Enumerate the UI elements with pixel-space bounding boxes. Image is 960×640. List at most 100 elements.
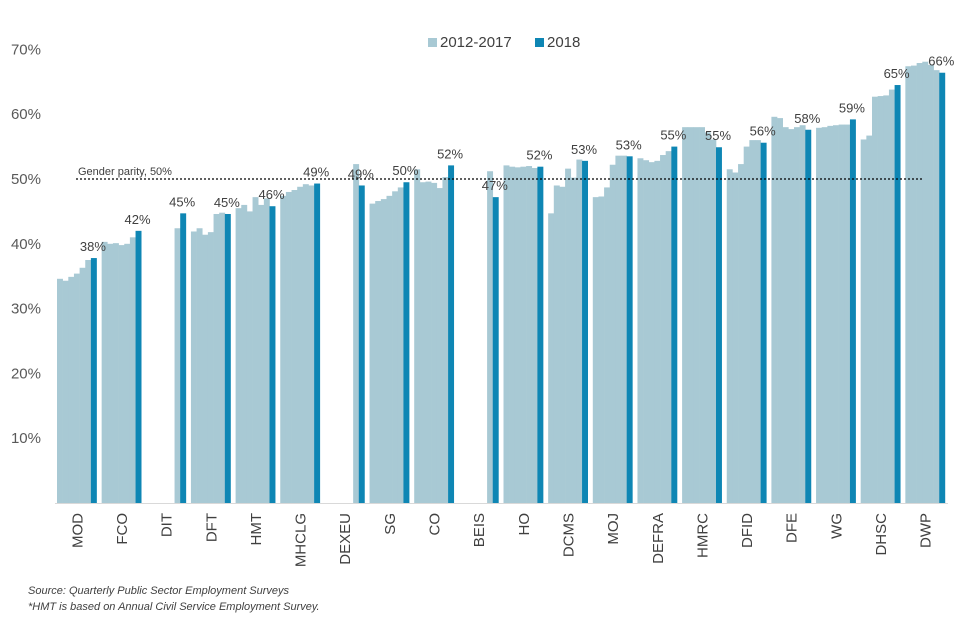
x-tick-label: CO bbox=[427, 513, 444, 536]
bar-history bbox=[57, 278, 63, 503]
bar-2018 bbox=[716, 147, 722, 504]
data-label: 53% bbox=[571, 142, 597, 157]
bar-history bbox=[732, 172, 739, 503]
bar-history bbox=[414, 169, 421, 503]
bar-2018 bbox=[180, 213, 187, 503]
bar-history bbox=[576, 159, 583, 503]
bar-2018 bbox=[805, 129, 812, 503]
bar-history bbox=[888, 89, 895, 504]
y-tick-label: 50% bbox=[11, 171, 41, 188]
y-tick-label: 40% bbox=[11, 236, 41, 253]
bar-history bbox=[699, 127, 705, 503]
data-labels: 38% 42% 45% 45% 46% 49% 49% 50% 52% 47% 52% 53% 53% 5… bbox=[80, 54, 955, 254]
legend-label-2012-2017: 2012-2017 bbox=[440, 34, 512, 51]
bar-2018 bbox=[894, 85, 901, 503]
bar-history bbox=[866, 135, 873, 504]
bar-2018 bbox=[314, 183, 321, 503]
data-label: 53% bbox=[616, 137, 642, 152]
bar-history bbox=[129, 237, 136, 503]
bar-history bbox=[285, 191, 292, 503]
data-label: 49% bbox=[348, 166, 374, 181]
hmt-footnote: *HMT is based on Annual Civil Service Em… bbox=[28, 601, 320, 613]
x-tick-label: WG bbox=[828, 513, 845, 539]
bar-history bbox=[302, 184, 309, 503]
data-label: 59% bbox=[839, 100, 865, 115]
bar-2018 bbox=[626, 156, 633, 503]
bar-history bbox=[118, 245, 125, 503]
y-tick-label: 10% bbox=[11, 430, 41, 447]
bar-history bbox=[380, 199, 387, 503]
bar-history bbox=[927, 64, 934, 504]
bar-history bbox=[174, 228, 181, 504]
bar-history bbox=[526, 166, 533, 504]
gender-parity-line: Gender parity, 50% bbox=[76, 166, 922, 180]
bar-history bbox=[905, 66, 912, 504]
bar-history bbox=[738, 164, 744, 503]
bar-history bbox=[190, 231, 197, 503]
bar-history bbox=[682, 127, 689, 503]
bar-history bbox=[207, 232, 214, 504]
bar-history bbox=[827, 125, 834, 503]
bar-2018 bbox=[90, 258, 97, 503]
bar-history bbox=[392, 191, 399, 503]
bar-2018 bbox=[537, 166, 544, 504]
data-label: 65% bbox=[884, 66, 910, 81]
x-tick-label: HO bbox=[516, 513, 533, 536]
y-tick-label: 60% bbox=[11, 106, 41, 123]
bar-history bbox=[280, 195, 287, 503]
x-tick-label: DCMS bbox=[560, 513, 577, 557]
bar-history bbox=[838, 124, 845, 504]
x-tick-label: MOJ bbox=[605, 513, 622, 545]
bar-history bbox=[648, 162, 655, 504]
bar-2018 bbox=[671, 146, 678, 503]
bar-history bbox=[615, 155, 622, 503]
bar-history bbox=[431, 182, 438, 503]
bar-history bbox=[788, 129, 795, 503]
bar-history bbox=[654, 160, 661, 503]
bar-history bbox=[531, 167, 538, 503]
bar-history bbox=[196, 228, 203, 504]
bar-history bbox=[799, 125, 806, 503]
bar-history bbox=[771, 116, 778, 504]
bar-history bbox=[258, 204, 265, 504]
bar-history bbox=[101, 241, 108, 503]
bar-history bbox=[297, 186, 304, 503]
bar-history bbox=[916, 63, 923, 504]
x-tick-label: DEFRA bbox=[650, 513, 667, 564]
bar-history bbox=[263, 198, 270, 503]
bar-history bbox=[821, 127, 828, 503]
bar-history bbox=[68, 276, 75, 503]
x-tick-label: HMRC bbox=[694, 513, 711, 558]
bar-history bbox=[62, 280, 69, 503]
y-tick-label: 30% bbox=[11, 301, 41, 318]
bar-2018 bbox=[939, 72, 946, 503]
bar-history bbox=[353, 164, 360, 503]
bar-history bbox=[548, 213, 555, 503]
bar-history bbox=[509, 166, 516, 504]
bar-history bbox=[710, 139, 717, 504]
x-tick-label: DIT bbox=[159, 513, 176, 537]
bar-history bbox=[844, 124, 851, 504]
bar-history bbox=[755, 140, 761, 503]
data-label: 46% bbox=[258, 187, 284, 202]
data-label: 38% bbox=[80, 239, 106, 254]
bars bbox=[57, 61, 946, 504]
bar-2018 bbox=[358, 185, 365, 504]
bar-history bbox=[743, 146, 750, 503]
x-tick-label: MHCLG bbox=[293, 513, 310, 567]
bar-2018 bbox=[492, 197, 499, 504]
bar-history bbox=[553, 185, 560, 504]
bar-history bbox=[436, 188, 443, 503]
bar-2018 bbox=[760, 142, 767, 503]
bar-history bbox=[308, 185, 315, 504]
bar-history bbox=[73, 273, 80, 503]
bar-history bbox=[604, 187, 611, 503]
bar-history bbox=[704, 132, 711, 503]
data-label: 49% bbox=[303, 165, 329, 180]
data-label: 47% bbox=[482, 178, 508, 193]
bar-history bbox=[559, 186, 566, 503]
data-label: 55% bbox=[705, 128, 731, 143]
bar-history bbox=[877, 96, 884, 503]
data-label: 55% bbox=[660, 128, 686, 143]
